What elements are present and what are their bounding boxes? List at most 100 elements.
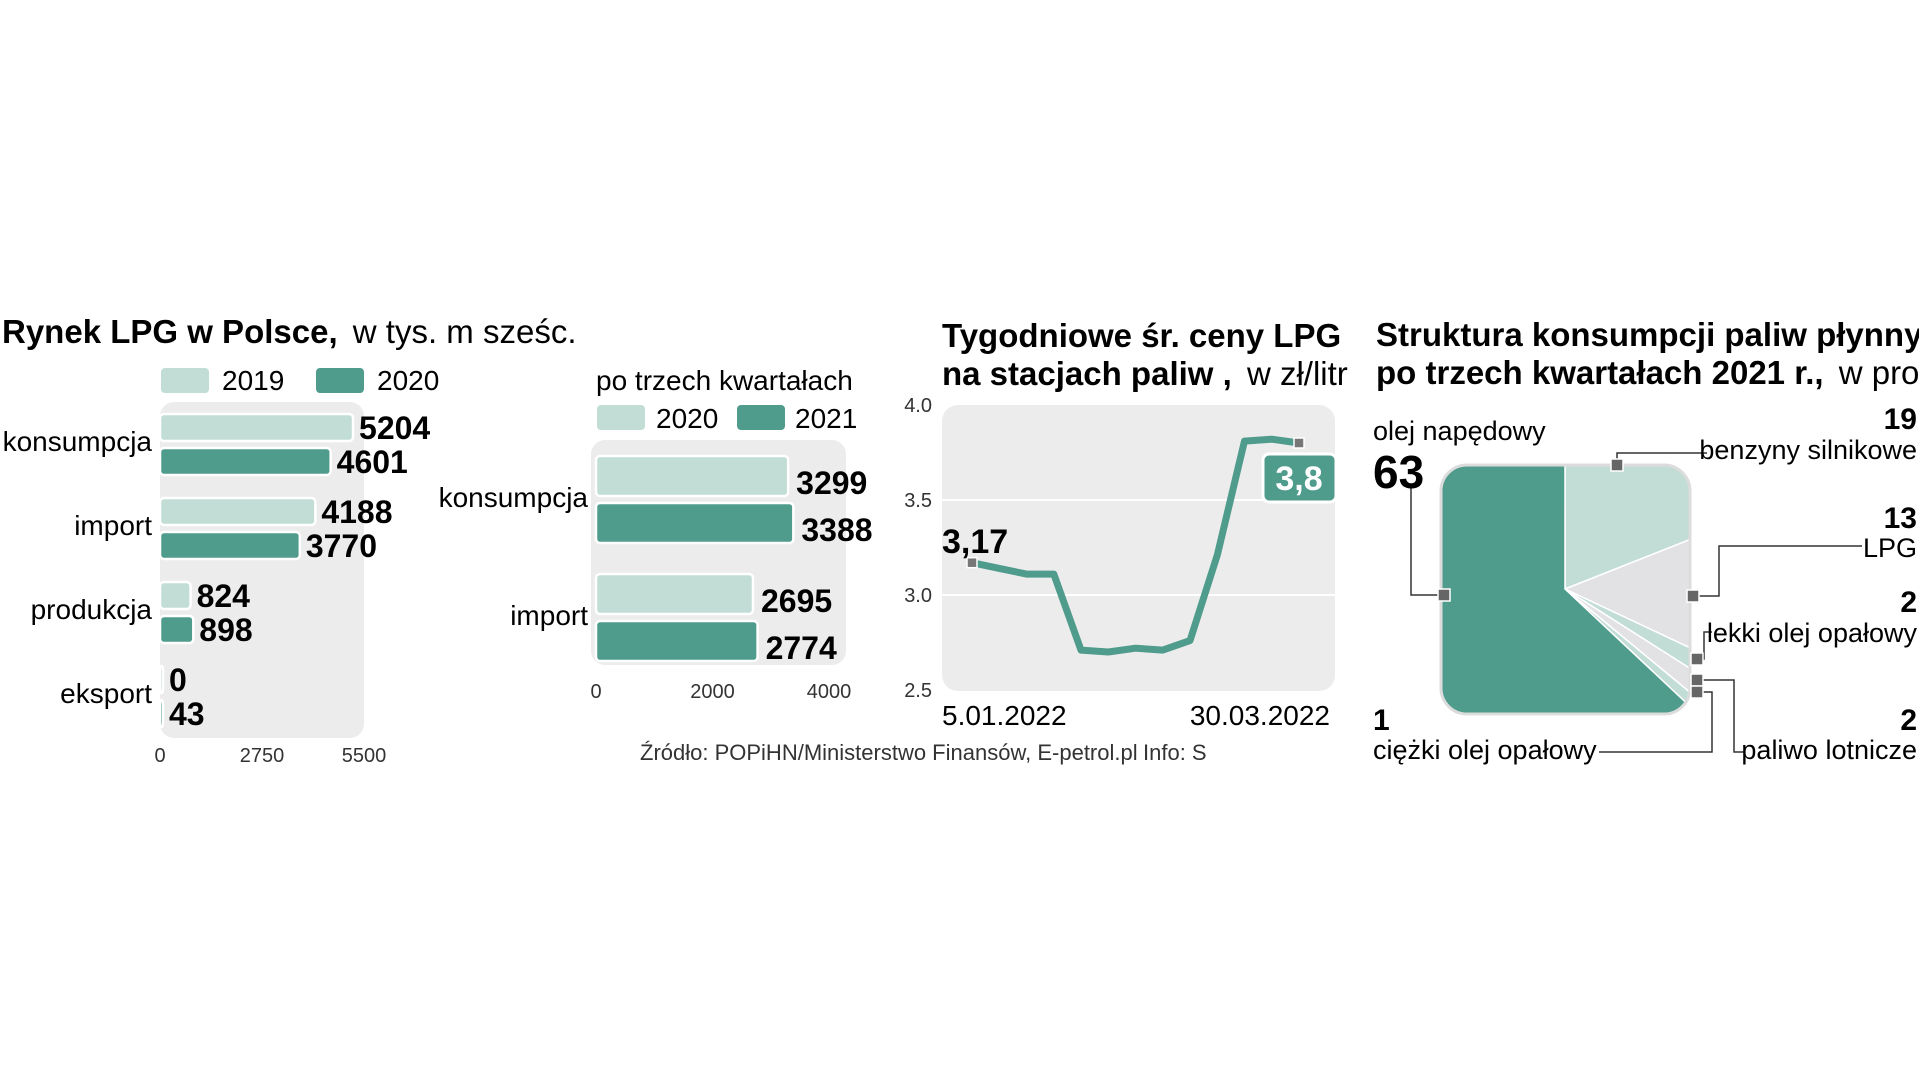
x-tick-2: 4000: [807, 681, 852, 703]
bar-value-2-1: 898: [199, 612, 252, 648]
value-lekki: 2: [1900, 586, 1917, 619]
chart4-subtitle: w proc.: [1838, 354, 1919, 391]
bar-value-0-1: 4601: [337, 444, 408, 480]
chart-fuel-structure: Struktura konsumpcji paliw płynnych po t…: [1365, 316, 1919, 789]
bar-1-1: [160, 532, 300, 559]
chart1-subtitle: w tys. m sześc.: [352, 313, 577, 350]
leader-olej-napedowy: [1411, 485, 1443, 595]
chart3-end-marker: [1294, 438, 1304, 448]
leader-lotnicze: [1697, 680, 1745, 752]
value-benzyny: 19: [1884, 403, 1917, 436]
chart-weekly-prices: Tygodniowe śr. ceny LPG na stacjach pali…: [904, 317, 1348, 731]
x-tick-0: 0: [590, 681, 601, 703]
marker-olej-napedowy: [1438, 589, 1450, 601]
bar-value-0-1: 3388: [801, 512, 872, 548]
y-tick-1: 3.0: [904, 585, 932, 607]
marker-benzyny: [1611, 459, 1623, 471]
bar-value-3-0: 0: [169, 662, 187, 698]
chart3-end-label: 3,8: [1275, 460, 1322, 498]
bar-value-0-0: 5204: [359, 410, 430, 446]
chart-three-quarters: po trzech kwartałach 2020 2021 3299 3388 2…: [439, 365, 873, 703]
bar-0-0: [160, 414, 353, 441]
value-ciezki: 1: [1373, 704, 1390, 737]
x-tick-2: 5500: [342, 745, 387, 767]
label-benzyny: benzyny silnikowe: [1699, 435, 1917, 465]
chart1-category-labels: konsumpcja import produkcja eksport: [3, 426, 153, 709]
chart2-x-ticks: 0 2000 4000: [590, 681, 851, 703]
chart-lpg-market: Rynek LPG w Polsce, w tys. m sześc. 2019…: [2, 313, 576, 767]
bar-value-1-1: 3770: [306, 528, 377, 564]
chart3-subtitle: w zł/litr: [1246, 355, 1348, 392]
bar-2-0: [160, 582, 191, 609]
marker-lotnicze: [1691, 674, 1703, 686]
chart3-title-line2-wrap: na stacjach paliw , w zł/litr: [942, 355, 1348, 392]
chart1-legend-label-2019: 2019: [222, 365, 284, 396]
chart3-x-label-start: 5.01.2022: [942, 700, 1067, 731]
chart1-legend-label-2020: 2020: [377, 365, 439, 396]
bar-0-1: [596, 503, 793, 543]
leader-lpg: [1693, 546, 1862, 596]
x-tick-1: 2750: [240, 745, 285, 767]
marker-lpg: [1687, 590, 1699, 602]
bar-1-0: [596, 574, 753, 614]
value-lotnicze: 2: [1900, 704, 1917, 737]
chart1-title: Rynek LPG w Polsce,: [2, 313, 338, 350]
chart3-y-ticks: 2.5 3.0 3.5 4.0: [904, 395, 932, 702]
bar-2-1: [160, 616, 193, 643]
chart1-title-line: Rynek LPG w Polsce, w tys. m sześc.: [2, 313, 576, 350]
bar-value-0-0: 3299: [796, 465, 867, 501]
label-ciezki: ciężki olej opałowy: [1373, 735, 1597, 765]
category-label-2: produkcja: [31, 594, 153, 625]
chart1-legend-swatch-2020: [315, 367, 365, 394]
chart2-legend-swatch-2021: [736, 404, 786, 431]
bar-3-1: [160, 700, 163, 727]
chart3-x-label-end: 30.03.2022: [1190, 700, 1330, 731]
label-lekki: lekki olej opałowy: [1707, 618, 1918, 648]
label-olej-napedowy: olej napędowy: [1373, 416, 1546, 446]
chart1-legend-swatch-2019: [160, 367, 210, 394]
marker-lekki: [1691, 653, 1703, 665]
x-tick-0: 0: [154, 745, 165, 767]
chart1-legend: 2019 2020: [160, 365, 439, 396]
chart2-legend: 2020 2021: [596, 403, 857, 434]
marker-ciezki: [1691, 686, 1703, 698]
bar-0-1: [160, 448, 331, 475]
chart3-title-line1: Tygodniowe śr. ceny LPG: [942, 317, 1341, 354]
bar-value-1-1: 2774: [766, 630, 837, 666]
y-tick-2: 3.5: [904, 490, 932, 512]
bar-value-3-1: 43: [169, 696, 205, 732]
chart2-legend-swatch-2020: [596, 404, 646, 431]
label-lotnicze: paliwo lotnicze: [1741, 735, 1917, 765]
category-label-1: import: [74, 510, 152, 541]
chart4-title-line2: po trzech kwartałach 2021 r.,: [1376, 354, 1824, 391]
bar-value-2-0: 824: [197, 578, 251, 614]
value-olej-napedowy: 63: [1373, 446, 1424, 498]
bar-1-0: [160, 498, 315, 525]
category-label-0: konsumpcja: [439, 482, 589, 513]
label-lpg: LPG: [1863, 533, 1917, 563]
bar-3-0: [160, 666, 163, 693]
value-lpg: 13: [1884, 502, 1917, 535]
chart1-x-ticks: 0 2750 5500: [154, 745, 386, 767]
chart2-category-labels: konsumpcja import: [439, 482, 589, 631]
leader-benzyny: [1617, 453, 1707, 465]
chart2-legend-label-2021: 2021: [795, 403, 857, 434]
x-tick-1: 2000: [690, 681, 735, 703]
bar-value-1-0: 2695: [761, 583, 832, 619]
footer-source: Źródło: POPiHN/Ministerstwo Finansów, E-…: [640, 740, 1138, 765]
category-label-1: import: [510, 600, 588, 631]
y-tick-3: 4.0: [904, 395, 932, 417]
chart4-title-line2-wrap: po trzech kwartałach 2021 r., w proc.: [1376, 354, 1919, 391]
chart2-subtitle: po trzech kwartałach: [596, 365, 853, 396]
bar-0-0: [596, 456, 788, 496]
category-label-3: eksport: [60, 678, 152, 709]
chart2-legend-label-2020: 2020: [656, 403, 718, 434]
bar-value-1-0: 4188: [321, 494, 392, 530]
chart4-title-line1: Struktura konsumpcji paliw płynnych: [1376, 316, 1919, 353]
category-label-0: konsumpcja: [3, 426, 153, 457]
chart3-start-label: 3,17: [942, 523, 1008, 561]
chart3-title-line2: na stacjach paliw ,: [942, 355, 1232, 392]
footer-info: Info: S: [1143, 740, 1207, 765]
bar-1-1: [596, 621, 758, 661]
